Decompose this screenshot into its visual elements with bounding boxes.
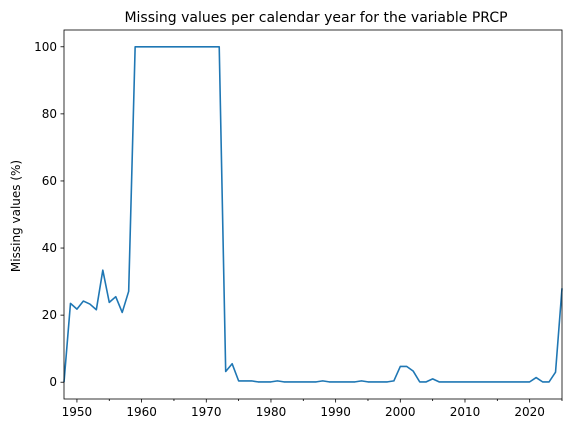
x-tick-label: 1990 <box>320 405 351 419</box>
y-tick-label: 0 <box>49 375 57 389</box>
y-tick-label: 60 <box>42 174 57 188</box>
y-axis: 0 20 40 60 80 100 <box>34 40 64 389</box>
x-tick-label: 1950 <box>62 405 93 419</box>
series-line-0 <box>63 45 563 383</box>
x-axis: 1950 1960 1970 1980 1990 2000 2010 2020 <box>62 399 563 419</box>
plot-area <box>63 45 563 383</box>
y-tick-label: 40 <box>42 241 57 255</box>
x-tick-label: 2000 <box>385 405 416 419</box>
x-tick-label: 1970 <box>191 405 222 419</box>
x-tick-label: 2010 <box>450 405 481 419</box>
x-tick-label: 1980 <box>256 405 287 419</box>
y-tick-label: 20 <box>42 308 57 322</box>
y-tick-label: 100 <box>34 40 57 54</box>
chart-title: Missing values per calendar year for the… <box>124 10 507 26</box>
y-axis-label: Missing values (%) <box>9 160 23 272</box>
y-tick-label: 80 <box>42 107 57 121</box>
x-tick-label: 2020 <box>514 405 545 419</box>
x-tick-label: 1960 <box>126 405 157 419</box>
plot-frame <box>63 29 563 400</box>
